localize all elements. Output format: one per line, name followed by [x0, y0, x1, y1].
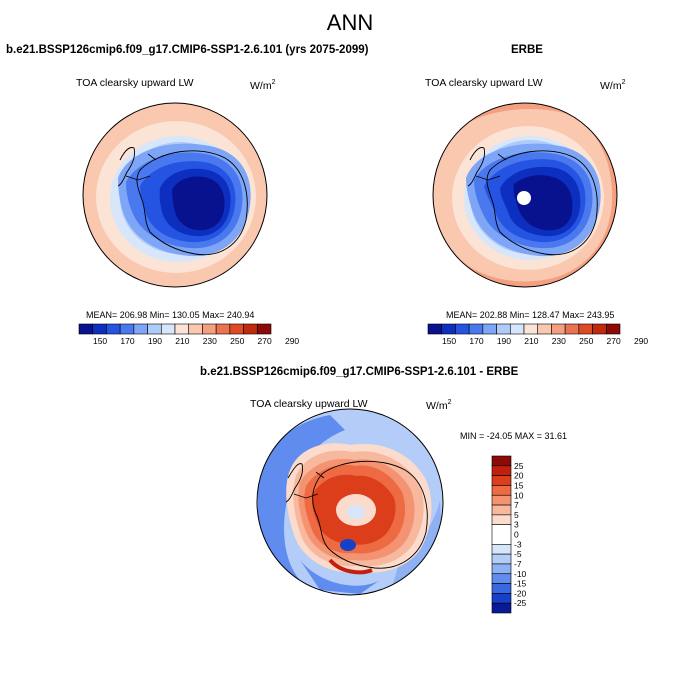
colorbar-tick-label: 5	[514, 510, 519, 520]
colorbar-box	[455, 323, 470, 335]
panel-1-title: b.e21.BSSP126cmip6.f09_g17.CMIP6-SSP1-2.…	[6, 44, 369, 56]
colorbar-box	[491, 494, 512, 506]
colorbar-box	[256, 323, 272, 335]
colorbar-box	[491, 583, 512, 594]
colorbar-tick-label: 0	[514, 530, 519, 540]
colorbar-box	[491, 475, 512, 486]
colorbar-box	[78, 323, 94, 335]
colorbar-box	[491, 524, 512, 545]
colorbar-box	[491, 455, 512, 467]
colorbar-box	[491, 593, 512, 604]
colorbar-box	[564, 323, 580, 335]
panel-3-title: b.e21.BSSP126cmip6.f09_g17.CMIP6-SSP1-2.…	[200, 366, 519, 378]
colorbar-tick-label: -15	[514, 579, 527, 589]
panel-2-title: ERBE	[511, 44, 543, 56]
panel-2-variable: TOA clearsky upward LW	[425, 77, 543, 89]
colorbar-box	[229, 323, 244, 335]
colorbar-model: 150 170 190 210 230 250 270 290	[78, 323, 299, 346]
panel-1-variable: TOA clearsky upward LW	[76, 77, 194, 89]
colorbar-tick-label: 250	[230, 336, 244, 346]
colorbar-box	[491, 544, 512, 555]
colorbar-box	[592, 323, 607, 335]
colorbar-tick-label: 290	[634, 336, 648, 346]
colorbar-box	[441, 323, 456, 335]
colorbar-tick-label: -25	[514, 598, 527, 608]
colorbar-tick-label: 150	[442, 336, 456, 346]
map-model-border	[82, 102, 268, 288]
colorbar-box	[243, 323, 258, 335]
colorbar-tick-label: 190	[148, 336, 162, 346]
colorbar-box	[468, 323, 484, 335]
panel-3-units: W/m2	[426, 399, 452, 412]
panel-1-stats: MEAN= 206.98 Min= 130.05 Max= 240.94	[86, 310, 255, 320]
colorbar-box	[202, 323, 217, 335]
panel-3-variable: TOA clearsky upward LW	[250, 398, 368, 410]
colorbar-tick-label: 150	[93, 336, 107, 346]
map-difference-border	[256, 408, 444, 596]
colorbar-tick-label: 25	[514, 461, 524, 471]
colorbar-box	[551, 323, 566, 335]
map-difference	[257, 409, 443, 595]
colorbar-tick-label: -10	[514, 569, 527, 579]
colorbar-box	[482, 323, 497, 335]
colorbar-box	[160, 323, 176, 335]
map-erbe	[433, 103, 617, 287]
colorbar-box	[605, 323, 621, 335]
colorbar-box	[188, 323, 203, 335]
colorbar-erbe: 150 170 190 210 230 250 270 290	[427, 323, 648, 346]
colorbar-tick-label: 3	[514, 520, 519, 530]
colorbar-box	[92, 323, 107, 335]
map-model	[83, 103, 267, 287]
colorbar-box	[491, 573, 512, 584]
panel-2-units: W/m2	[600, 79, 626, 92]
colorbar-box	[491, 465, 512, 476]
colorbar-tick-label: 15	[514, 480, 524, 490]
colorbar-box	[491, 504, 512, 516]
colorbar-tick-label: 250	[579, 336, 593, 346]
colorbar-box	[427, 323, 443, 335]
colorbar-box	[491, 485, 512, 496]
colorbar-box	[491, 553, 512, 565]
colorbar-tick-label: 270	[607, 336, 621, 346]
colorbar-box	[537, 323, 552, 335]
colorbar-tick-label: 190	[497, 336, 511, 346]
panel-1-units: W/m2	[250, 79, 276, 92]
colorbar-box	[491, 563, 512, 575]
colorbar-tick-label: -7	[514, 559, 522, 569]
colorbar-tick-label: 170	[469, 336, 483, 346]
colorbar-tick-label: -5	[514, 549, 522, 559]
colorbar-box	[106, 323, 121, 335]
colorbar-box	[491, 514, 512, 525]
colorbar-tick-label: -20	[514, 588, 527, 598]
colorbar-box	[491, 602, 512, 614]
colorbar-box	[496, 323, 511, 335]
colorbar-tick-label: 270	[258, 336, 272, 346]
colorbar-tick-label: 290	[285, 336, 299, 346]
colorbar-box	[509, 323, 525, 335]
panel-2-stats: MEAN= 202.88 Min= 128.47 Max= 243.95	[446, 310, 615, 320]
colorbar-tick-label: 210	[524, 336, 538, 346]
colorbar-tick-label: 10	[514, 490, 524, 500]
colorbar-box	[174, 323, 190, 335]
map-erbe-border	[432, 102, 618, 288]
colorbar-tick-label: -3	[514, 539, 522, 549]
colorbar-box	[523, 323, 539, 335]
colorbar-box	[133, 323, 148, 335]
colorbar-tick-label: 230	[552, 336, 566, 346]
panel-3-stats: MIN = -24.05 MAX = 31.61	[460, 431, 568, 441]
figure-title: ANN	[326, 10, 374, 35]
colorbar-tick-label: 230	[203, 336, 217, 346]
colorbar-box	[119, 323, 135, 335]
colorbar-box	[578, 323, 593, 335]
colorbar-tick-label: 210	[175, 336, 189, 346]
colorbar-tick-label: 20	[514, 471, 524, 481]
colorbar-tick-label: 170	[120, 336, 134, 346]
colorbar-box	[215, 323, 231, 335]
colorbar-box	[147, 323, 162, 335]
colorbar-tick-label: 7	[514, 500, 519, 510]
